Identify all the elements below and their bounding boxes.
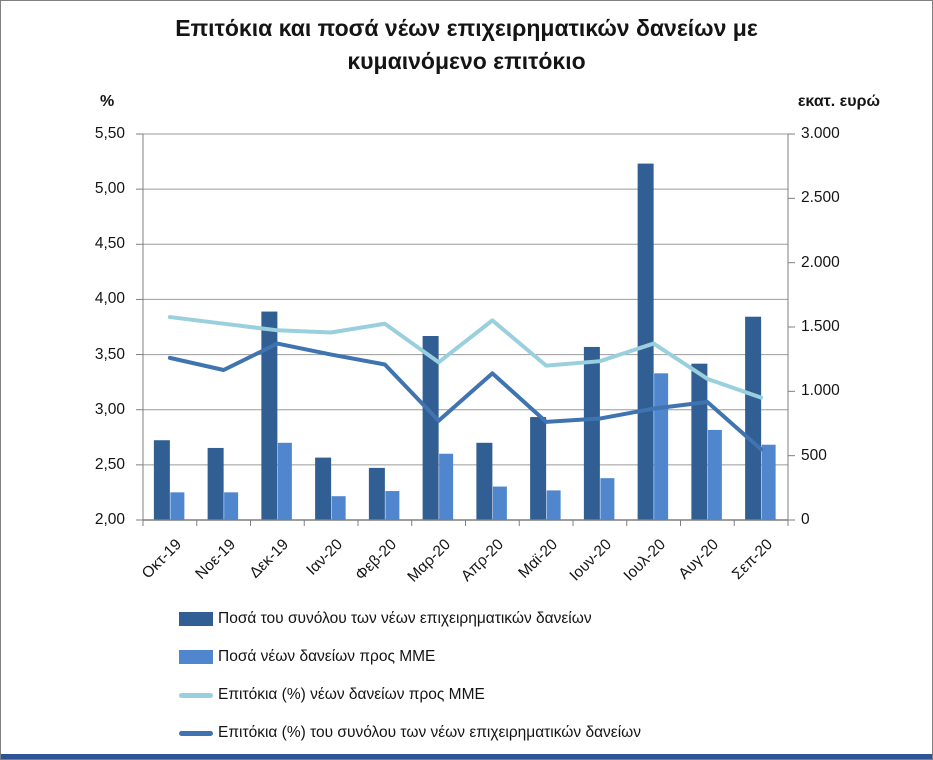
line-mme-rate xyxy=(167,315,764,400)
legend-label: Ποσά του συνόλου των νέων επιχειρηματικώ… xyxy=(218,610,592,627)
bar-total xyxy=(530,417,547,520)
bar-total xyxy=(745,316,762,520)
right-axis-tick-label: 3.000 xyxy=(801,125,840,142)
right-axis-tick-label: 1.000 xyxy=(801,382,840,400)
chart-title: Επιτόκια και ποσά νέων επιχειρηματικών δ… xyxy=(1,12,932,79)
bar-mme xyxy=(654,373,669,520)
bar-total xyxy=(368,467,385,520)
left-axis-tick-label: 5,50 xyxy=(94,125,125,142)
bar-total xyxy=(422,336,439,520)
chart-title-line1: Επιτόκια και ποσά νέων επιχειρηματικών δ… xyxy=(175,15,758,41)
bar-total xyxy=(691,363,708,520)
bar-total xyxy=(583,346,600,520)
legend-label: Επιτόκια (%) νέων δανείων προς ΜΜΕ xyxy=(218,686,485,703)
bar-total xyxy=(261,311,278,520)
bar-mme xyxy=(277,442,292,520)
bar-total xyxy=(207,447,224,520)
bar-mme xyxy=(546,490,561,520)
legend-item: Ποσά νέων δανείων προς ΜΜΕ xyxy=(179,638,641,676)
right-axis-tick-label: 2.000 xyxy=(801,253,840,271)
bar-mme xyxy=(492,486,507,520)
right-axis-tick-label: 1.500 xyxy=(801,318,840,335)
bar-total xyxy=(153,440,170,520)
bar-total xyxy=(637,163,654,521)
bar-mme xyxy=(224,492,239,520)
right-axis-tick-label: 500 xyxy=(801,446,827,464)
bar-mme xyxy=(600,478,615,520)
bar-mme xyxy=(761,444,776,520)
right-axis-tick-label: 0 xyxy=(801,511,810,528)
bottom-strip xyxy=(1,754,932,759)
legend-swatch-bar xyxy=(179,612,213,626)
left-axis-tick-label: 2,50 xyxy=(94,455,125,473)
left-axis-tick-label: 4,00 xyxy=(94,290,125,308)
left-axis-tick-label: 3,00 xyxy=(94,400,125,418)
bar-mme xyxy=(170,492,185,520)
chart-title-line2: κυμαινόμενο επιτόκιο xyxy=(347,48,586,75)
bar-total xyxy=(315,457,332,520)
legend-swatch-line xyxy=(179,730,213,736)
right-axis-unit-label: εκατ. ευρώ xyxy=(797,93,880,110)
legend-item: Επιτόκια (%) του συνόλου των νέων επιχει… xyxy=(179,714,641,752)
legend-label: Επιτόκια (%) του συνόλου των νέων επιχει… xyxy=(218,724,642,741)
bar-mme xyxy=(385,491,400,520)
legend-swatch-line xyxy=(179,692,213,698)
legend-label: Ποσά νέων δανείων προς ΜΜΕ xyxy=(218,648,436,665)
line-total-rate xyxy=(167,341,764,452)
legend-item: Ποσά του συνόλου των νέων επιχειρηματικώ… xyxy=(179,600,641,638)
legend-swatch-bar xyxy=(179,650,213,664)
left-axis-tick-label: 5,00 xyxy=(94,180,125,198)
legend: Ποσά του συνόλου των νέων επιχειρηματικώ… xyxy=(179,600,641,752)
bar-mme xyxy=(707,429,722,520)
legend-item: Επιτόκια (%) νέων δανείων προς ΜΜΕ xyxy=(179,676,641,714)
bar-mme xyxy=(331,496,346,520)
left-axis-tick-label: 4,50 xyxy=(94,235,125,253)
bar-total xyxy=(476,442,493,520)
right-axis-tick-label: 2.500 xyxy=(801,189,840,207)
left-axis-unit-label: % xyxy=(100,93,115,110)
bar-mme xyxy=(439,453,454,520)
left-axis-tick-label: 2,00 xyxy=(94,511,125,528)
left-axis-tick-label: 3,50 xyxy=(94,345,125,363)
